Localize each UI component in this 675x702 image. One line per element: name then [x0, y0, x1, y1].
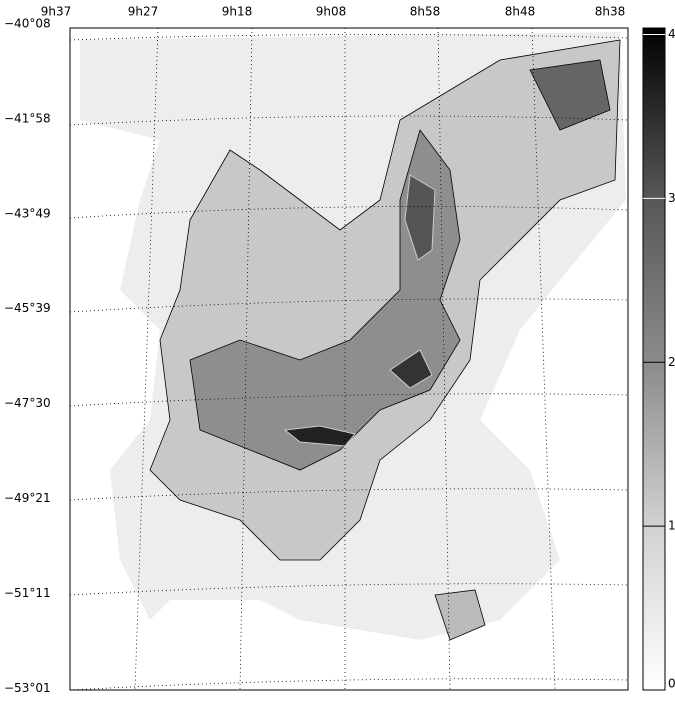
dec-label: −41°58 [4, 111, 51, 125]
colorbar [642, 27, 666, 691]
colorbar-label: 2 [668, 355, 675, 369]
frame [69, 27, 629, 691]
intensity-map [70, 28, 628, 690]
ra-label: 9h27 [128, 5, 159, 19]
dec-label: −49°21 [4, 491, 51, 505]
ra-label: 9h08 [316, 5, 347, 19]
dec-label: −47°30 [4, 396, 51, 410]
colorbar-label: 1 [668, 519, 675, 533]
ra-label: 8h38 [595, 5, 626, 19]
ra-label: 9h18 [222, 5, 253, 19]
dec-label: −40°08 [4, 17, 51, 31]
ra-label: 8h58 [410, 5, 441, 19]
colorbar-label: 0 [668, 677, 675, 691]
ra-label: 8h48 [505, 5, 536, 19]
dec-label: −45°39 [4, 301, 51, 315]
colorbar-label: 3 [668, 191, 675, 205]
ra-label: 9h37 [41, 5, 72, 19]
dec-label: −51°11 [4, 586, 51, 600]
dec-label: −43°49 [4, 206, 51, 220]
colorbar-label: 4 [668, 27, 675, 41]
dec-label: −53°01 [4, 681, 51, 695]
